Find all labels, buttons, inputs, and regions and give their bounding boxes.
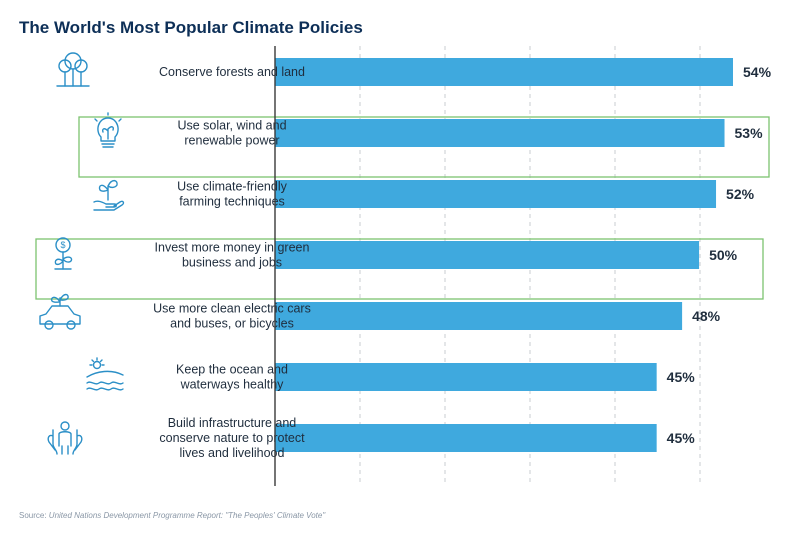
value-label: 45% <box>667 369 696 385</box>
money-plant-icon: $ <box>54 237 73 270</box>
bar <box>275 424 657 452</box>
value-label: 50% <box>709 247 738 263</box>
category-label: Use more clean electric cars <box>153 302 311 316</box>
category-label: and buses, or bicycles <box>170 317 294 331</box>
highlight-box <box>78 116 770 178</box>
category-label: farming techniques <box>179 195 285 209</box>
value-label: 54% <box>743 64 772 80</box>
bar <box>275 58 733 86</box>
source-prefix: Source: <box>19 511 49 520</box>
trees-icon <box>56 52 90 87</box>
bar <box>275 363 657 391</box>
electric-car-icon <box>39 293 81 330</box>
value-label: 52% <box>726 186 755 202</box>
category-label: business and jobs <box>182 256 282 270</box>
category-label: Keep the ocean and <box>176 363 288 377</box>
category-label: Use climate-friendly <box>177 180 288 194</box>
lightbulb-icon <box>94 112 122 148</box>
category-label: renewable power <box>184 134 279 148</box>
value-label: 48% <box>692 308 721 324</box>
category-label: Invest more money in green <box>155 241 310 255</box>
category-label: lives and livelihood <box>180 446 285 460</box>
chart-title: The World's Most Popular Climate Policie… <box>19 18 363 37</box>
plant-hand-icon <box>93 179 125 211</box>
bar <box>275 302 683 330</box>
person-hands-icon <box>47 421 83 455</box>
source-note: Source: United Nations Development Progr… <box>19 511 325 520</box>
category-label: waterways healthy <box>180 378 285 392</box>
category-label: conserve nature to protect <box>159 431 305 445</box>
highlight-box <box>35 238 764 300</box>
bar <box>275 119 725 147</box>
category-label: Conserve forests and land <box>159 65 305 79</box>
svg-text:$: $ <box>60 240 65 250</box>
value-label: 45% <box>667 430 696 446</box>
category-label: Use solar, wind and <box>177 119 286 133</box>
source-text: United Nations Development Programme Rep… <box>48 511 326 520</box>
bar <box>275 241 700 269</box>
value-label: 53% <box>735 125 764 141</box>
ocean-sun-icon <box>86 357 124 391</box>
category-label: Build infrastructure and <box>168 416 297 430</box>
bar <box>275 180 717 208</box>
